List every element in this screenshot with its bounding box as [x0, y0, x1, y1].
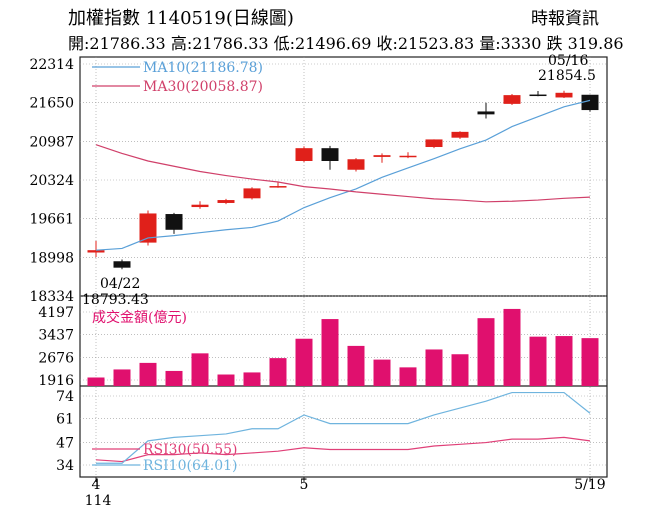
volume-bar	[87, 377, 105, 386]
price-y-tick-label: 21650	[29, 96, 74, 112]
legend-ma10: MA10(21186.78)	[92, 60, 263, 76]
volume-y-tick-label: 4197	[38, 305, 74, 321]
ma30-line	[95, 144, 591, 203]
volume-bar	[269, 358, 287, 386]
volume-bar	[373, 359, 391, 386]
volume-bar	[113, 369, 131, 386]
x-tick-label-apr: 4	[92, 477, 101, 493]
legend-rsi30: RSI30(50.55)	[92, 442, 237, 458]
price-y-tick-label: 22314	[29, 57, 74, 73]
rsi30-line	[95, 436, 591, 463]
grid-layer	[80, 57, 607, 477]
price-y-tick-label: 20987	[29, 134, 74, 150]
candle-body	[139, 213, 157, 243]
candle-body	[555, 92, 573, 98]
volume-bar	[555, 336, 573, 386]
volume-bar	[503, 308, 521, 386]
volume-bar	[581, 338, 599, 386]
price-y-tick-label: 19661	[29, 212, 74, 228]
legend-rsi10: RSI10(64.01)	[92, 458, 237, 474]
volume-bar	[295, 338, 313, 386]
volume-bar	[139, 362, 157, 386]
rsi-y-tick-label: 47	[56, 436, 74, 452]
candle-body	[243, 188, 261, 199]
candle-body	[87, 250, 105, 253]
candle-body	[477, 111, 495, 115]
annotation-high-value: 21854.5	[538, 68, 596, 84]
legend-ma30: MA30(20058.87)	[92, 79, 263, 95]
volume-panel	[87, 308, 599, 386]
candle-body	[295, 148, 313, 161]
candle-body	[191, 204, 209, 208]
price-y-tick-label: 18334	[29, 289, 74, 305]
volume-bar	[347, 345, 365, 386]
candle-body	[321, 148, 339, 161]
x-tick-label-last: 5/19	[574, 477, 605, 493]
rsi-y-tick-label: 74	[56, 389, 74, 405]
candle-body	[581, 94, 599, 111]
price-y-tick-label: 20324	[29, 173, 74, 189]
rsi-panel	[95, 391, 591, 464]
legend-ma10-label: MA10(21186.78)	[143, 60, 263, 76]
candle-body	[373, 155, 391, 157]
candle-body	[347, 159, 365, 170]
candle-body	[399, 155, 417, 158]
annotation-low-value: 18793.43	[82, 292, 149, 308]
candle-body	[165, 214, 183, 230]
volume-bar	[165, 370, 183, 386]
annotation-high-date: 05/16	[548, 53, 588, 69]
volume-y-tick-label: 1916	[38, 373, 74, 389]
candle-body	[503, 95, 521, 104]
candle-body	[425, 139, 443, 148]
rsi10-line	[96, 391, 591, 464]
source-label: 時報資訊	[531, 9, 599, 29]
price-y-tick-label: 18998	[29, 250, 74, 266]
price-summary: 開:21786.33 高:21786.33 低:21496.69 收:21523…	[68, 34, 624, 53]
x-tick-label-may: 5	[300, 477, 309, 493]
volume-panel-title: 成交金額(億元)	[92, 309, 187, 326]
volume-bar	[399, 367, 417, 386]
candle-body	[269, 186, 287, 188]
candle-body	[451, 131, 469, 138]
plot-frame	[79, 56, 608, 478]
volume-bar	[191, 353, 209, 386]
volume-bar	[321, 319, 339, 386]
legend-rsi30-label: RSI30(50.55)	[143, 442, 237, 458]
x-axis-year-label: 114	[85, 493, 112, 509]
legend-rsi10-label: RSI10(64.01)	[143, 458, 237, 474]
volume-bar	[243, 372, 261, 386]
volume-bar	[217, 374, 235, 386]
ma10-line	[95, 99, 591, 251]
price-panel	[87, 90, 599, 270]
candle-body	[529, 94, 547, 97]
annotation-low-date: 04/22	[100, 276, 140, 292]
chart-title: 加權指數 1140519(日線圖)	[68, 8, 294, 29]
volume-y-tick-label: 2676	[38, 350, 74, 366]
rsi-y-tick-label: 61	[56, 411, 74, 427]
volume-bar	[425, 349, 443, 386]
candle-body	[217, 200, 235, 203]
volume-y-tick-label: 3437	[38, 328, 74, 344]
volume-bar	[451, 354, 469, 386]
volume-bar	[477, 318, 495, 386]
candle-body	[113, 261, 131, 268]
rsi-y-tick-label: 34	[56, 458, 74, 474]
volume-bar	[529, 336, 547, 386]
legend-ma30-label: MA30(20058.87)	[143, 79, 263, 95]
